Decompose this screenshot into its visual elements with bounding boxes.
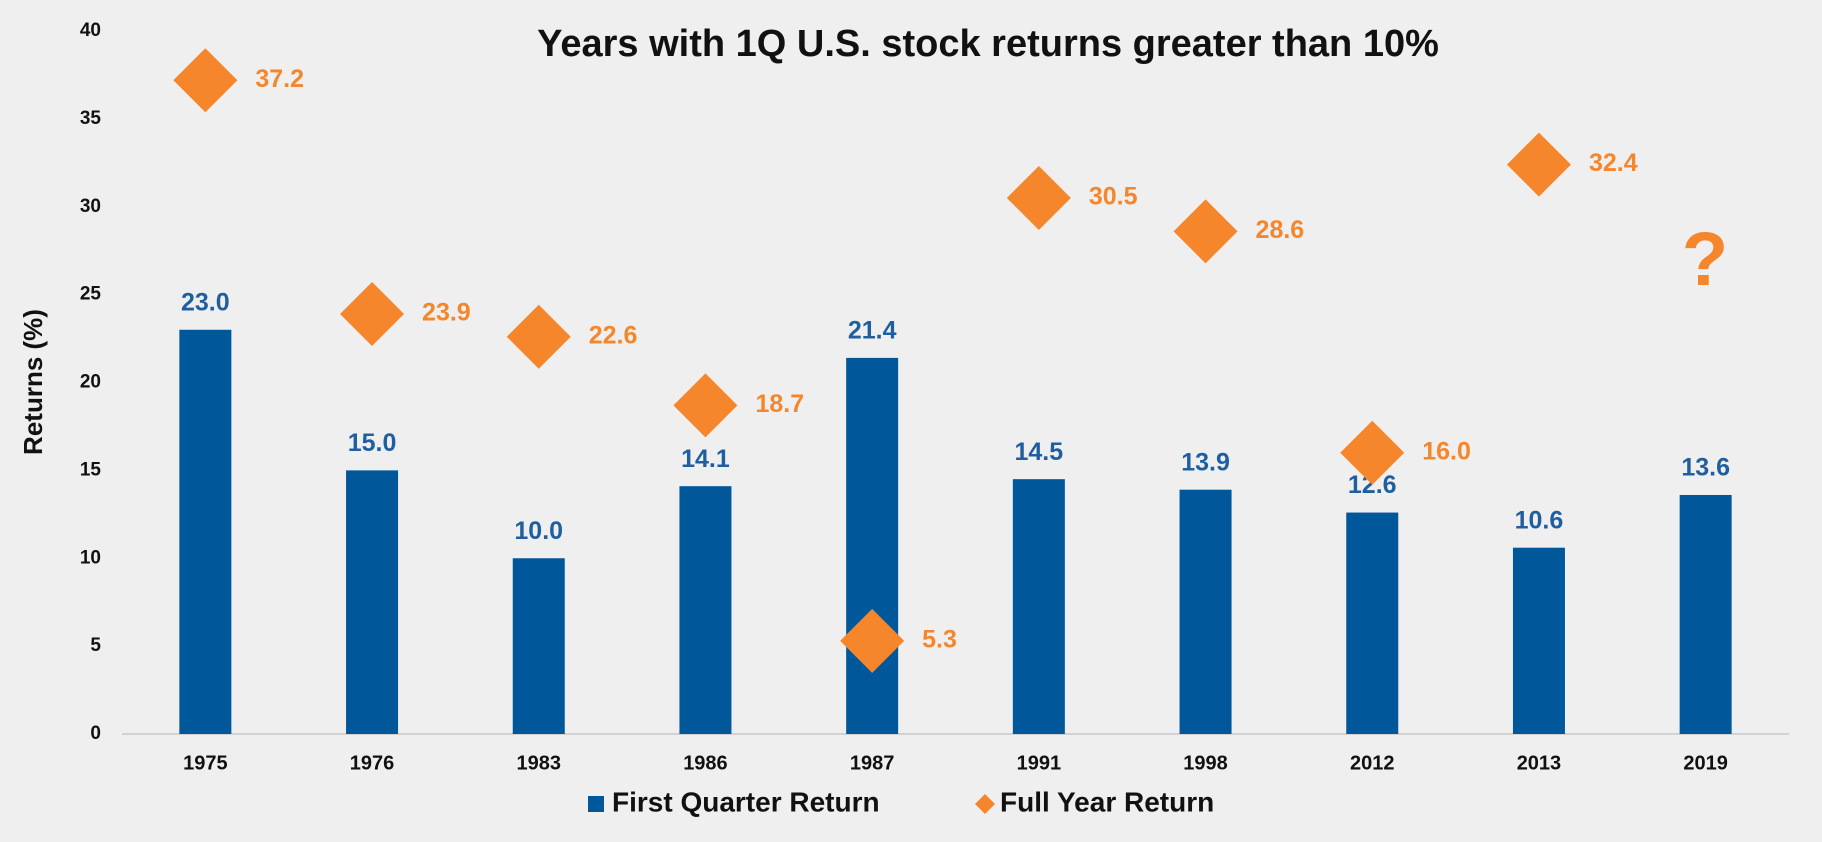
y-tick-label: 15	[80, 459, 102, 480]
annotation: ?	[1682, 217, 1728, 302]
y-tick-label: 30	[80, 196, 101, 217]
bar	[1179, 489, 1232, 734]
x-tick-label: 2019	[1683, 752, 1728, 774]
diamond-marker	[673, 373, 738, 438]
bar-value-label: 15.0	[348, 429, 397, 457]
diamond-marker	[1006, 165, 1071, 230]
bar	[179, 329, 232, 734]
bar-value-label: 13.9	[1181, 448, 1230, 476]
marker-value-label: 18.7	[755, 390, 804, 418]
x-tick-label: 2013	[1517, 752, 1562, 774]
marker-value-label: 23.9	[422, 299, 471, 327]
bar-value-label: 14.1	[681, 445, 730, 473]
y-tick-label: 35	[80, 108, 102, 129]
bar	[846, 357, 899, 734]
y-tick-label: 25	[80, 284, 102, 305]
bar-value-label: 10.0	[514, 517, 563, 545]
legend-label: First Quarter Return	[612, 786, 880, 817]
bar	[1512, 547, 1565, 734]
y-tick-label: 10	[80, 547, 101, 568]
bar	[1012, 479, 1065, 734]
marker-value-label: 22.6	[589, 321, 638, 349]
bar	[512, 558, 565, 734]
x-tick-label: 1983	[517, 752, 562, 774]
diamond-marker	[340, 281, 405, 346]
marker-value-label: 32.4	[1589, 149, 1638, 177]
marker-value-label: 28.6	[1256, 216, 1305, 244]
diamond-marker	[506, 304, 571, 369]
x-tick-label: 1991	[1017, 752, 1062, 774]
bar-value-label: 21.4	[848, 317, 897, 345]
diamond-marker	[1340, 420, 1405, 485]
marker-value-label: 5.3	[922, 625, 957, 653]
y-tick-label: 5	[90, 635, 101, 656]
bar-value-label: 23.0	[181, 288, 230, 316]
legend-label: Full Year Return	[1000, 786, 1214, 817]
marker-value-label: 37.2	[255, 65, 304, 93]
x-tick-label: 1976	[350, 752, 395, 774]
bar-value-label: 10.6	[1515, 506, 1564, 534]
bar	[1679, 494, 1732, 734]
legend-marker	[975, 794, 995, 814]
x-tick-label: 1986	[683, 752, 728, 774]
y-tick-label: 20	[80, 372, 101, 393]
x-tick-label: 1998	[1183, 752, 1228, 774]
bar	[346, 470, 399, 734]
y-tick-label: 40	[80, 20, 101, 41]
diamond-marker	[173, 48, 238, 113]
x-tick-label: 1987	[850, 752, 895, 774]
bar	[679, 486, 732, 734]
chart-title: Years with 1Q U.S. stock returns greater…	[537, 23, 1439, 65]
diamond-marker	[840, 608, 905, 673]
x-tick-label: 2012	[1350, 752, 1395, 774]
diamond-marker	[1506, 132, 1571, 197]
marker-value-label: 16.0	[1422, 437, 1471, 465]
y-axis-label: Returns (%)	[18, 309, 48, 455]
x-tick-label: 1975	[183, 752, 228, 774]
bar-value-label: 14.5	[1015, 438, 1064, 466]
legend-marker	[588, 796, 604, 812]
y-tick-label: 0	[90, 723, 101, 744]
marker-value-label: 30.5	[1089, 183, 1138, 211]
bar-value-label: 13.6	[1681, 454, 1730, 482]
bar	[1346, 512, 1399, 734]
diamond-marker	[1173, 199, 1238, 264]
